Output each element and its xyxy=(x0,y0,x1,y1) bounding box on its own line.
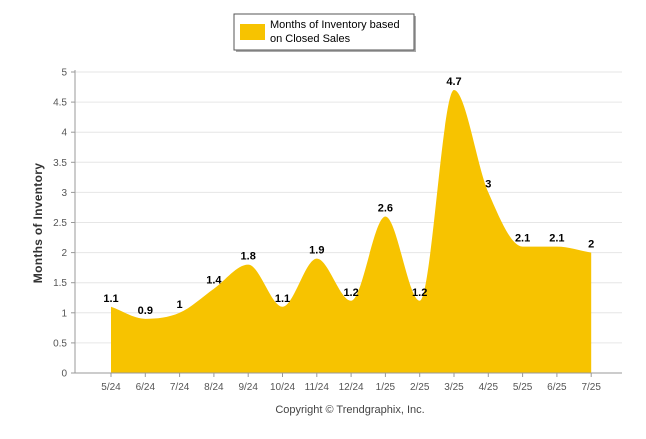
data-label: 0.9 xyxy=(138,305,153,317)
series-area xyxy=(111,90,592,373)
x-tick-label: 9/24 xyxy=(238,382,258,393)
x-tick-label: 6/25 xyxy=(547,382,567,393)
data-label: 1.4 xyxy=(206,275,222,287)
data-label: 1.1 xyxy=(103,293,118,305)
x-tick-label: 3/25 xyxy=(444,382,464,393)
y-tick-label: 1 xyxy=(61,308,67,319)
data-label: 2.6 xyxy=(378,202,393,214)
y-tick-label: 2 xyxy=(61,248,67,259)
axes xyxy=(71,70,622,377)
x-tick-label: 6/24 xyxy=(136,382,156,393)
x-tick-label: 7/24 xyxy=(170,382,190,393)
copyright-text: Copyright © Trendgraphix, Inc. xyxy=(275,404,424,416)
data-label: 1.8 xyxy=(241,251,256,263)
x-tick-labels: 5/24 6/24 7/24 8/24 9/24 10/24 11/24 12/24 1/25 2… xyxy=(101,382,601,393)
data-label: 1.1 xyxy=(275,293,290,305)
y-tick-label: 2.5 xyxy=(53,218,67,229)
y-tick-label: 4 xyxy=(61,128,67,139)
y-tick-label: 0.5 xyxy=(53,338,67,349)
y-tick-label: 1.5 xyxy=(53,278,67,289)
y-tick-label: 0 xyxy=(61,369,67,380)
y-tick-labels: 0 0.5 1 1.5 2 2.5 3 3.5 4 4.5 5 xyxy=(53,68,67,380)
data-label: 2.1 xyxy=(549,233,564,245)
x-tick-label: 1/25 xyxy=(376,382,396,393)
data-label: 1.2 xyxy=(343,287,358,299)
area-layer xyxy=(111,90,592,373)
legend-label-line-2: on Closed Sales xyxy=(270,33,351,45)
x-tick-label: 7/25 xyxy=(581,382,601,393)
x-tick-label: 5/24 xyxy=(101,382,121,393)
x-tick-label: 5/25 xyxy=(513,382,533,393)
legend-label-line-1: Months of Inventory based xyxy=(270,19,400,31)
x-tick-label: 11/24 xyxy=(305,382,330,393)
data-label: 4.7 xyxy=(446,76,461,88)
data-labels: 1.1 0.9 1 1.4 1.8 1.1 1.9 1.2 2.6 1.2 4.7 3 2.1 2.1 2 xyxy=(103,76,594,317)
y-tick-label: 3 xyxy=(61,188,67,199)
data-label: 1.9 xyxy=(309,245,324,257)
data-label: 1.2 xyxy=(412,287,427,299)
data-label: 3 xyxy=(485,178,491,190)
y-tick-label: 5 xyxy=(61,68,67,79)
legend: Months of Inventory based on Closed Sale… xyxy=(233,13,416,52)
x-tick-label: 4/25 xyxy=(479,382,499,393)
y-axis-title: Months of Inventory xyxy=(31,163,45,283)
x-tick-label: 2/25 xyxy=(410,382,430,393)
data-label: 1 xyxy=(177,299,183,311)
y-tick-label: 3.5 xyxy=(53,158,67,169)
data-label: 2.1 xyxy=(515,233,530,245)
x-tick-label: 8/24 xyxy=(204,382,224,393)
x-tick-label: 12/24 xyxy=(339,382,364,393)
data-label: 2 xyxy=(588,239,594,251)
x-tick-label: 10/24 xyxy=(270,382,295,393)
y-tick-label: 4.5 xyxy=(53,98,67,109)
legend-swatch xyxy=(240,24,265,40)
